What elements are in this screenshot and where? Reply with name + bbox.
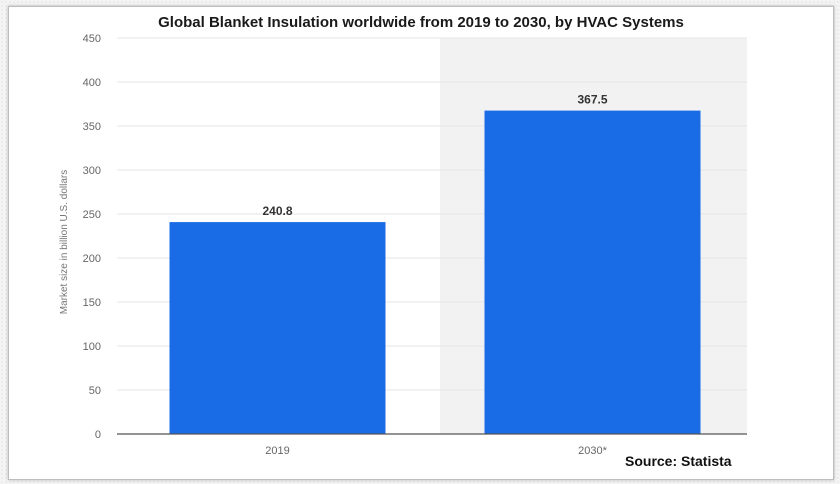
source-note: Source: Statista [625, 453, 732, 469]
y-tick-label: 0 [95, 429, 101, 441]
y-tick-label: 450 [83, 33, 101, 45]
bar [484, 110, 701, 434]
y-axis-title: Market size in billion U.S. dollars [59, 170, 70, 315]
x-tick-label: 2019 [265, 445, 289, 457]
y-tick-label: 150 [83, 297, 101, 309]
chart-frame: Global Blanket Insulation worldwide from… [8, 6, 834, 480]
data-label: 240.8 [262, 204, 292, 218]
chart-title: Global Blanket Insulation worldwide from… [158, 14, 684, 31]
x-tick-label: 2030* [578, 445, 607, 457]
y-tick-label: 250 [83, 209, 101, 221]
data-label: 367.5 [577, 93, 607, 107]
y-tick-label: 300 [83, 165, 101, 177]
y-tick-label: 100 [83, 341, 101, 353]
y-tick-label: 200 [83, 253, 101, 265]
y-tick-label: 350 [83, 121, 101, 133]
y-tick-label: 400 [83, 77, 101, 89]
y-tick-label: 50 [89, 385, 101, 397]
bar [169, 222, 386, 434]
bar-chart: 0 50 100 150 200 250 300 350 400 450 240.8 2019 367.… [59, 33, 747, 457]
